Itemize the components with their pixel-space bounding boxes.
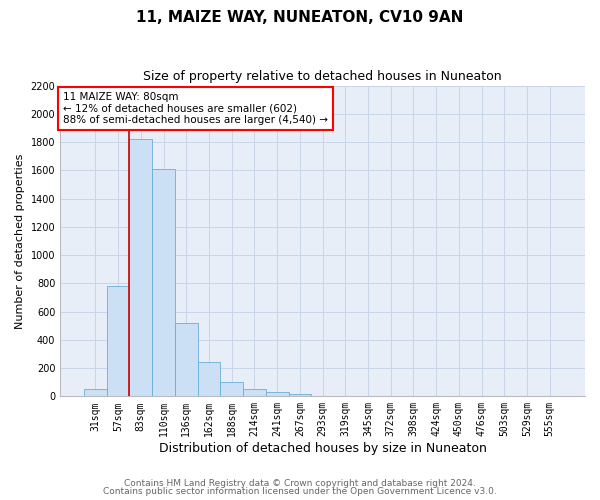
Bar xyxy=(197,362,220,396)
Text: 11 MAIZE WAY: 80sqm
← 12% of detached houses are smaller (602)
88% of semi-detac: 11 MAIZE WAY: 80sqm ← 12% of detached ho… xyxy=(63,92,328,125)
Bar xyxy=(107,286,130,397)
Y-axis label: Number of detached properties: Number of detached properties xyxy=(15,154,25,328)
Bar xyxy=(220,382,243,396)
Text: 11, MAIZE WAY, NUNEATON, CV10 9AN: 11, MAIZE WAY, NUNEATON, CV10 9AN xyxy=(136,10,464,25)
Bar xyxy=(84,390,107,396)
Bar xyxy=(175,323,197,396)
Bar xyxy=(152,169,175,396)
Bar xyxy=(266,392,289,396)
Bar xyxy=(289,394,311,396)
Title: Size of property relative to detached houses in Nuneaton: Size of property relative to detached ho… xyxy=(143,70,502,83)
Text: Contains public sector information licensed under the Open Government Licence v3: Contains public sector information licen… xyxy=(103,487,497,496)
Bar xyxy=(243,388,266,396)
X-axis label: Distribution of detached houses by size in Nuneaton: Distribution of detached houses by size … xyxy=(158,442,487,455)
Bar xyxy=(130,139,152,396)
Text: Contains HM Land Registry data © Crown copyright and database right 2024.: Contains HM Land Registry data © Crown c… xyxy=(124,478,476,488)
